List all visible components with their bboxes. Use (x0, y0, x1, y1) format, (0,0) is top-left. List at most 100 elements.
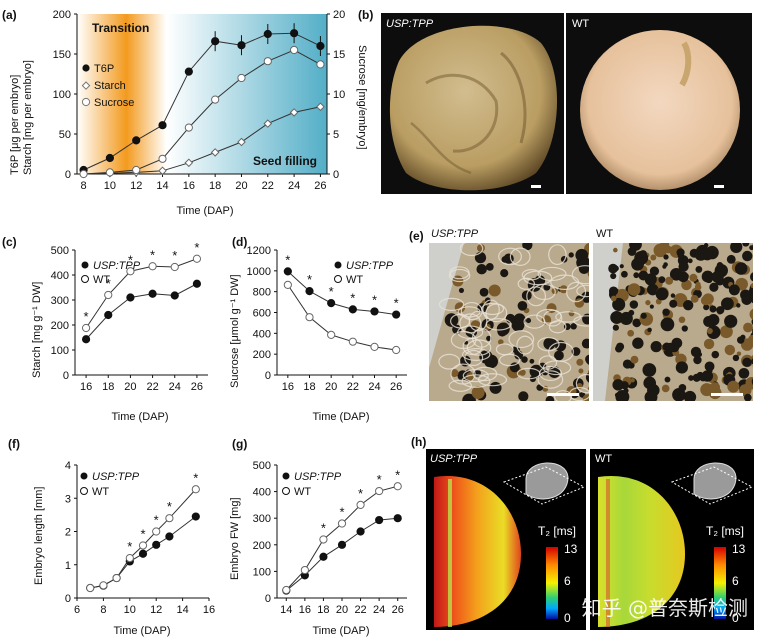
starch-granule (743, 322, 753, 333)
a-point-starch (289, 108, 299, 117)
c-point-wt (81, 323, 91, 333)
starch-granule (723, 376, 728, 381)
panel-label-g: (g) (232, 437, 247, 451)
c-point-usp-tpp (148, 289, 157, 298)
a-point-sucrose (184, 123, 193, 132)
f-point-usp-tpp (138, 549, 148, 558)
starch-granule (610, 272, 617, 280)
d-point-wt (305, 313, 314, 322)
a-xtick-label: 14 (156, 180, 168, 192)
f-xtick-label: 14 (176, 604, 188, 616)
starch-granule (632, 318, 642, 328)
d-ylabel: Sucrose [μmol g⁻¹ DW] (229, 274, 241, 388)
starch-granule (749, 245, 753, 251)
mri-slice-plane (670, 466, 754, 505)
a-point-sucrose (158, 154, 167, 163)
a-y2tick-label: 5 (333, 129, 339, 141)
starch-granule (578, 368, 584, 374)
usp-tpp-embryo (389, 25, 558, 191)
f-ytick-label: 3 (65, 493, 71, 505)
a-ylabel-left: T6P [μg per embryo] (9, 75, 21, 175)
wt-mri-panel: T₂ [ms] 13 6 0 WT (590, 449, 754, 630)
c-ylabel: Starch [mg g⁻¹ DW] (31, 282, 43, 378)
a-point-sucrose (263, 57, 272, 66)
a-xtick-label: 8 (81, 180, 87, 192)
g-point-wt (356, 500, 365, 510)
f-xtick-label: 10 (124, 604, 136, 616)
starch-granule (703, 304, 710, 311)
f-xlabel: Time (DAP) (113, 625, 170, 637)
cell-wall (457, 325, 484, 340)
starch-granule (687, 258, 693, 264)
t2-color-scale (714, 547, 726, 619)
usp-tpp-mri-map: T₂ [ms] 13 6 0 (434, 462, 586, 627)
a-xtick-label: 18 (209, 180, 221, 192)
g-point-usp-tpp (337, 540, 347, 549)
f-significance-marker: * (167, 499, 172, 514)
d-ytick-label: 1000 (247, 266, 271, 278)
starch-granule (724, 344, 736, 356)
d-significance-marker: * (350, 290, 355, 305)
starch-granule (655, 298, 662, 305)
mri-3d-embryo-thumbnail (693, 462, 737, 500)
starch-granule (715, 330, 720, 335)
c-point-wt (126, 267, 135, 276)
f-point-usp-tpp (191, 512, 200, 521)
starch-granule (736, 351, 742, 356)
a-ytick-label: 200 (53, 9, 71, 21)
starch-granule (548, 366, 561, 378)
a-point-starch (263, 119, 273, 128)
cell-wall (526, 286, 547, 307)
panel-label-c: (c) (2, 235, 17, 249)
t2-scale-tick: 0 (564, 611, 571, 625)
f-legend-wt: WT (92, 486, 109, 498)
starch-granule (670, 293, 676, 298)
starch-granule (649, 304, 654, 309)
starch-granule (736, 336, 745, 344)
starch-granule (621, 270, 628, 278)
starch-granule (682, 300, 694, 311)
d-point-wt (348, 337, 357, 346)
starch-granule (645, 300, 651, 306)
wt-embryo (580, 30, 740, 190)
starch-granule (705, 275, 713, 284)
starch-granule (522, 243, 533, 251)
panel-label-e-wrap: (e) (409, 229, 424, 243)
t2-scale-tick: 0 (732, 611, 739, 625)
cell-wall (575, 373, 589, 394)
panel-label-f: (f) (8, 437, 20, 451)
scale-bar (711, 393, 743, 396)
a-legend-sucrose: Sucrose (94, 97, 134, 109)
mri-cotyledon-boundary (448, 479, 452, 627)
d-xlabel: Time (DAP) (312, 411, 369, 423)
f-xtick-label: 8 (100, 604, 106, 616)
c-point-wt (170, 262, 179, 272)
starch-granule (488, 284, 501, 297)
starch-granule (543, 337, 556, 350)
starch-granule (650, 254, 657, 261)
starch-granule (568, 252, 574, 258)
a-ytick-label: 50 (59, 129, 71, 141)
cell-wall (438, 353, 461, 370)
g-axes (276, 465, 407, 599)
cell-wall (499, 353, 521, 367)
starch-granule (751, 318, 753, 326)
a-point-sucrose (290, 45, 299, 55)
c-point-usp-tpp (192, 279, 202, 288)
cell-wall (536, 308, 562, 324)
starch-granule (678, 316, 686, 324)
a-legend-marker-sucrose (81, 97, 91, 107)
chart-a: (a) T6P [μg per embryo] Starch [mg per e… (2, 8, 368, 217)
f-point-wt (165, 514, 174, 523)
a-point-sucrose (211, 95, 220, 104)
micrograph-tissue-edge (593, 243, 623, 401)
starch-granule (721, 297, 734, 311)
t2-scale-tick: 6 (564, 574, 571, 588)
cell-wall (485, 303, 508, 323)
starch-granule (619, 311, 633, 325)
starch-granule (571, 347, 581, 356)
starch-granule (485, 262, 494, 271)
starch-granule (658, 276, 666, 284)
starch-granule (716, 261, 724, 269)
starch-granule (525, 318, 532, 324)
